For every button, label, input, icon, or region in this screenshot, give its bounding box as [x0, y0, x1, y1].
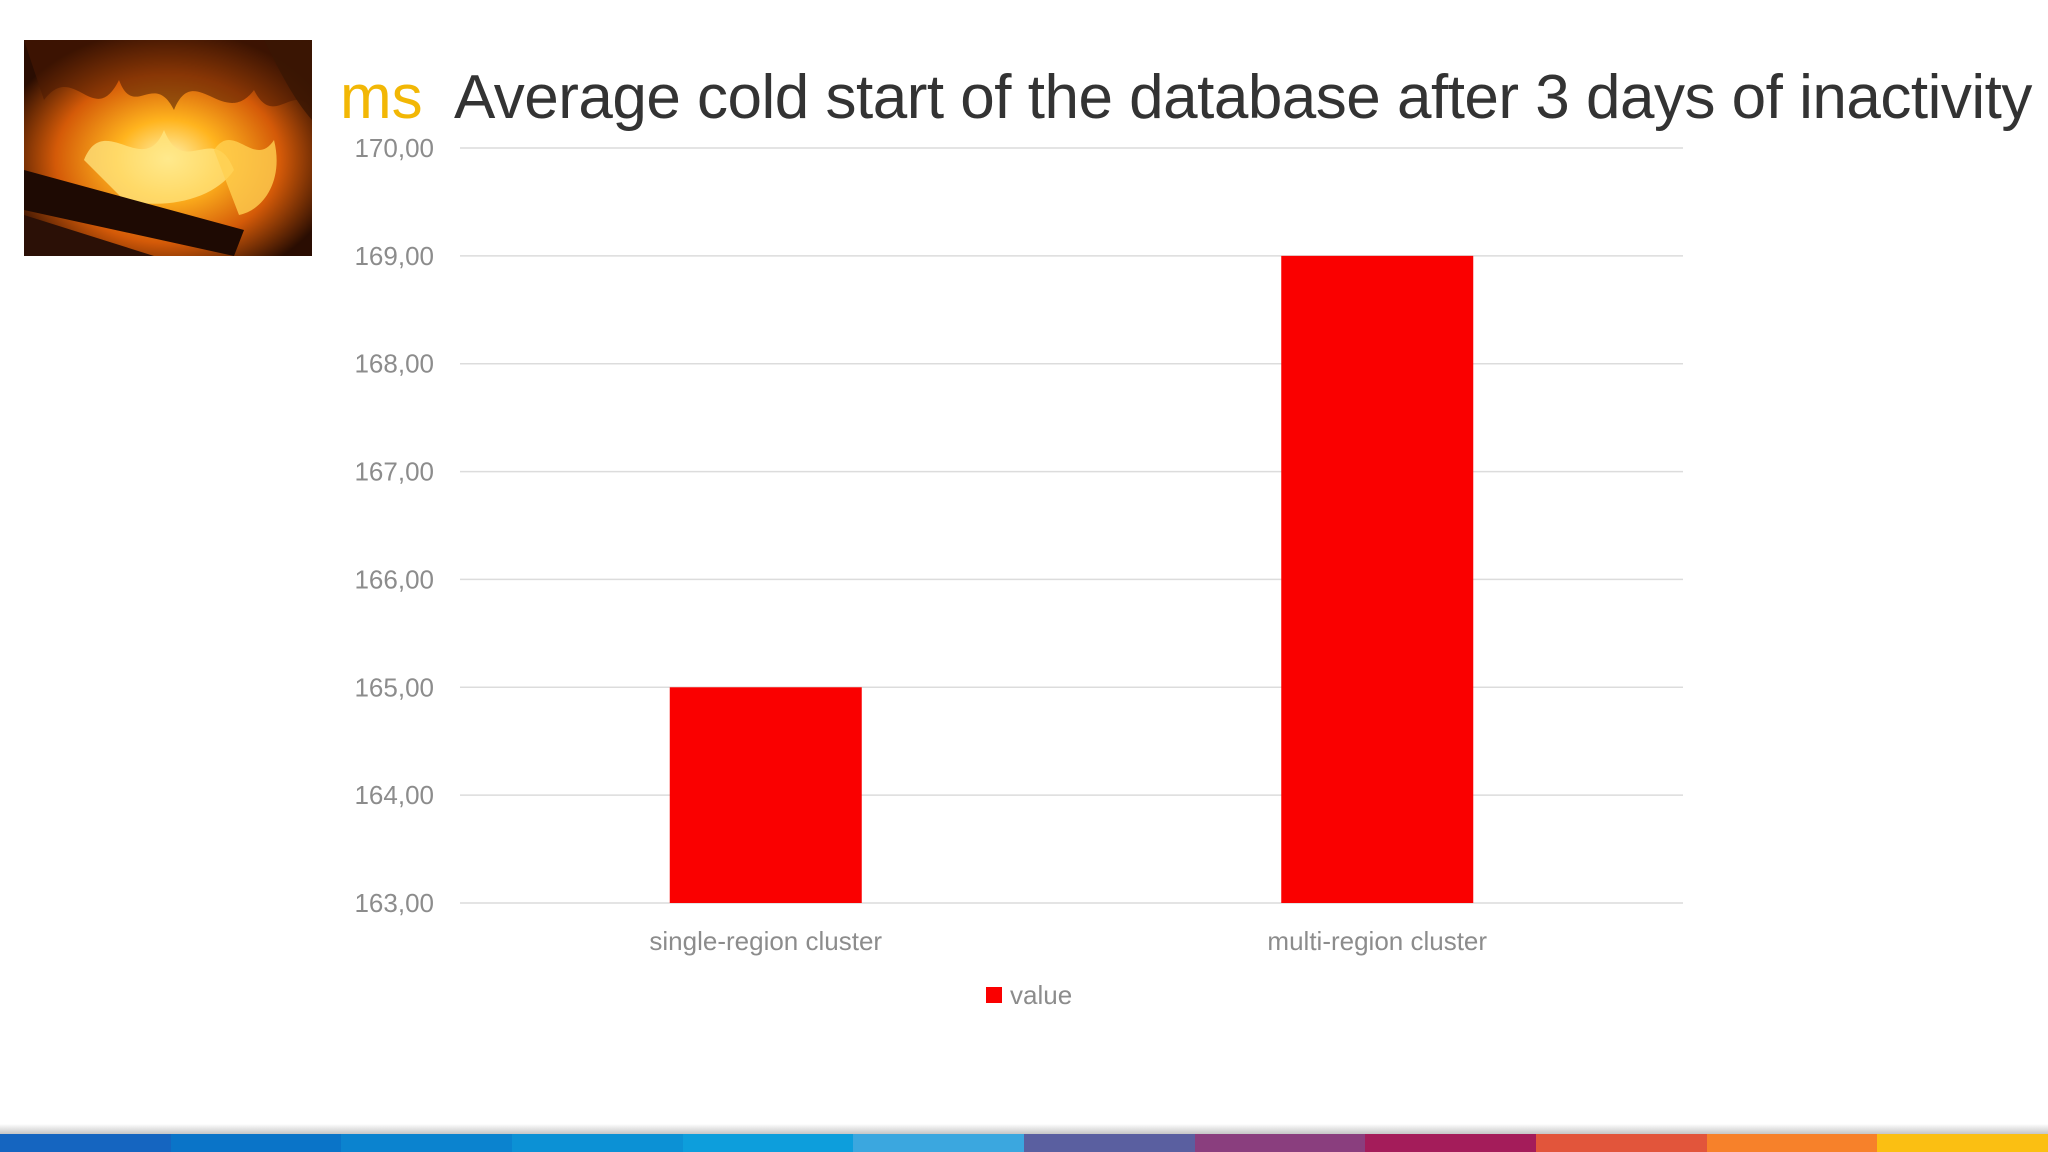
bar	[669, 687, 862, 903]
bottom-bar-shadow	[0, 1124, 2048, 1134]
color-stripe	[682, 1134, 854, 1152]
y-tick-label: 166,00	[354, 564, 434, 594]
color-stripe	[1194, 1134, 1366, 1152]
y-tick-label: 167,00	[354, 457, 434, 487]
x-category-label: multi-region cluster	[1267, 926, 1487, 956]
color-stripe	[1536, 1134, 1707, 1152]
y-tick-label: 170,00	[354, 133, 434, 163]
color-stripe	[0, 1134, 171, 1152]
bar	[1281, 255, 1474, 903]
color-stripe	[853, 1134, 1025, 1152]
chart-title: Average cold start of the database after…	[454, 63, 2032, 132]
color-stripe	[1024, 1134, 1195, 1152]
color-stripe	[1365, 1134, 1537, 1152]
legend-swatch	[986, 987, 1002, 1003]
legend: value	[0, 978, 2048, 1012]
color-stripe	[512, 1134, 683, 1152]
color-stripe	[1706, 1134, 1878, 1152]
y-tick-label: 169,00	[354, 241, 434, 271]
legend-label: value	[1010, 980, 1073, 1010]
y-tick-label: 164,00	[354, 780, 434, 810]
bottom-bar-stripes	[0, 1134, 2048, 1152]
color-stripe	[1877, 1134, 2048, 1152]
y-tick-label: 163,00	[354, 888, 434, 918]
y-tick-label: 168,00	[354, 349, 434, 379]
y-axis-ticks: 163,00 164,00 165,00 166,00 167,00 168,00 169,…	[354, 133, 434, 918]
color-stripe	[170, 1134, 342, 1152]
bottom-color-bar	[0, 1124, 2048, 1152]
grid-lines	[460, 147, 1683, 904]
bars	[669, 255, 1474, 903]
legend-item: value	[986, 978, 1072, 1012]
fire-icon	[24, 40, 312, 256]
y-tick-label: 165,00	[354, 672, 434, 702]
x-category-label: single-region cluster	[649, 926, 882, 956]
fire-image	[24, 40, 312, 256]
color-stripe	[341, 1134, 513, 1152]
category-labels: single-region cluster multi-region cluste…	[649, 926, 1487, 956]
unit-label: ms	[340, 63, 423, 132]
